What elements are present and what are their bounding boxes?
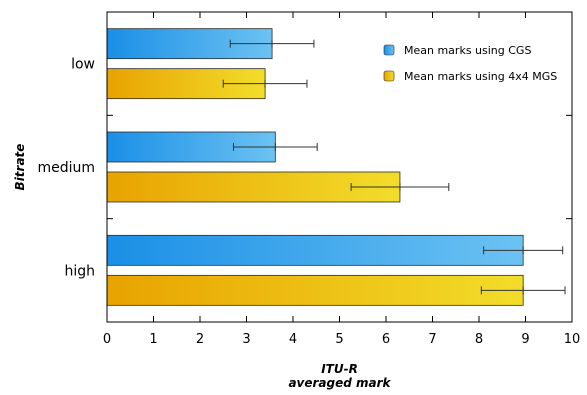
legend-swatch-series-1 <box>383 44 395 56</box>
x-tick-label-10: 10 <box>564 332 581 347</box>
legend-label-series-1: Mean marks using CGS <box>404 44 531 57</box>
bar-high-series-2 <box>106 274 524 306</box>
bars-layer <box>106 28 566 306</box>
x-tick-label-1: 1 <box>149 332 157 347</box>
x-tick-label-8: 8 <box>475 332 483 347</box>
legend-swatch-series-2 <box>383 70 395 82</box>
x-tick-label-6: 6 <box>382 332 390 347</box>
x-axis-title-line1: ITU-R <box>321 362 358 376</box>
x-tick-label-2: 2 <box>196 332 204 347</box>
ticks-layer: low medium high 0 1 2 3 4 5 6 7 8 9 10 <box>37 12 580 347</box>
bar-high-series-1 <box>106 234 524 266</box>
x-tick-label-5: 5 <box>335 332 343 347</box>
x-tick-label-3: 3 <box>242 332 250 347</box>
x-tick-label-9: 9 <box>521 332 529 347</box>
y-tick-label-low: low <box>71 57 95 73</box>
legend-label-series-2: Mean marks using 4x4 MGS <box>404 70 557 83</box>
x-tick-label-7: 7 <box>428 332 436 347</box>
x-tick-label-4: 4 <box>289 332 297 347</box>
y-tick-label-medium: medium <box>37 160 95 176</box>
x-axis-title-line2: averaged mark <box>288 376 391 390</box>
x-tick-label-0: 0 <box>103 332 111 347</box>
y-tick-label-high: high <box>64 263 95 279</box>
legend: Mean marks using CGS Mean marks using 4x4… <box>383 44 557 83</box>
y-axis-title: Bitrate <box>13 144 27 191</box>
